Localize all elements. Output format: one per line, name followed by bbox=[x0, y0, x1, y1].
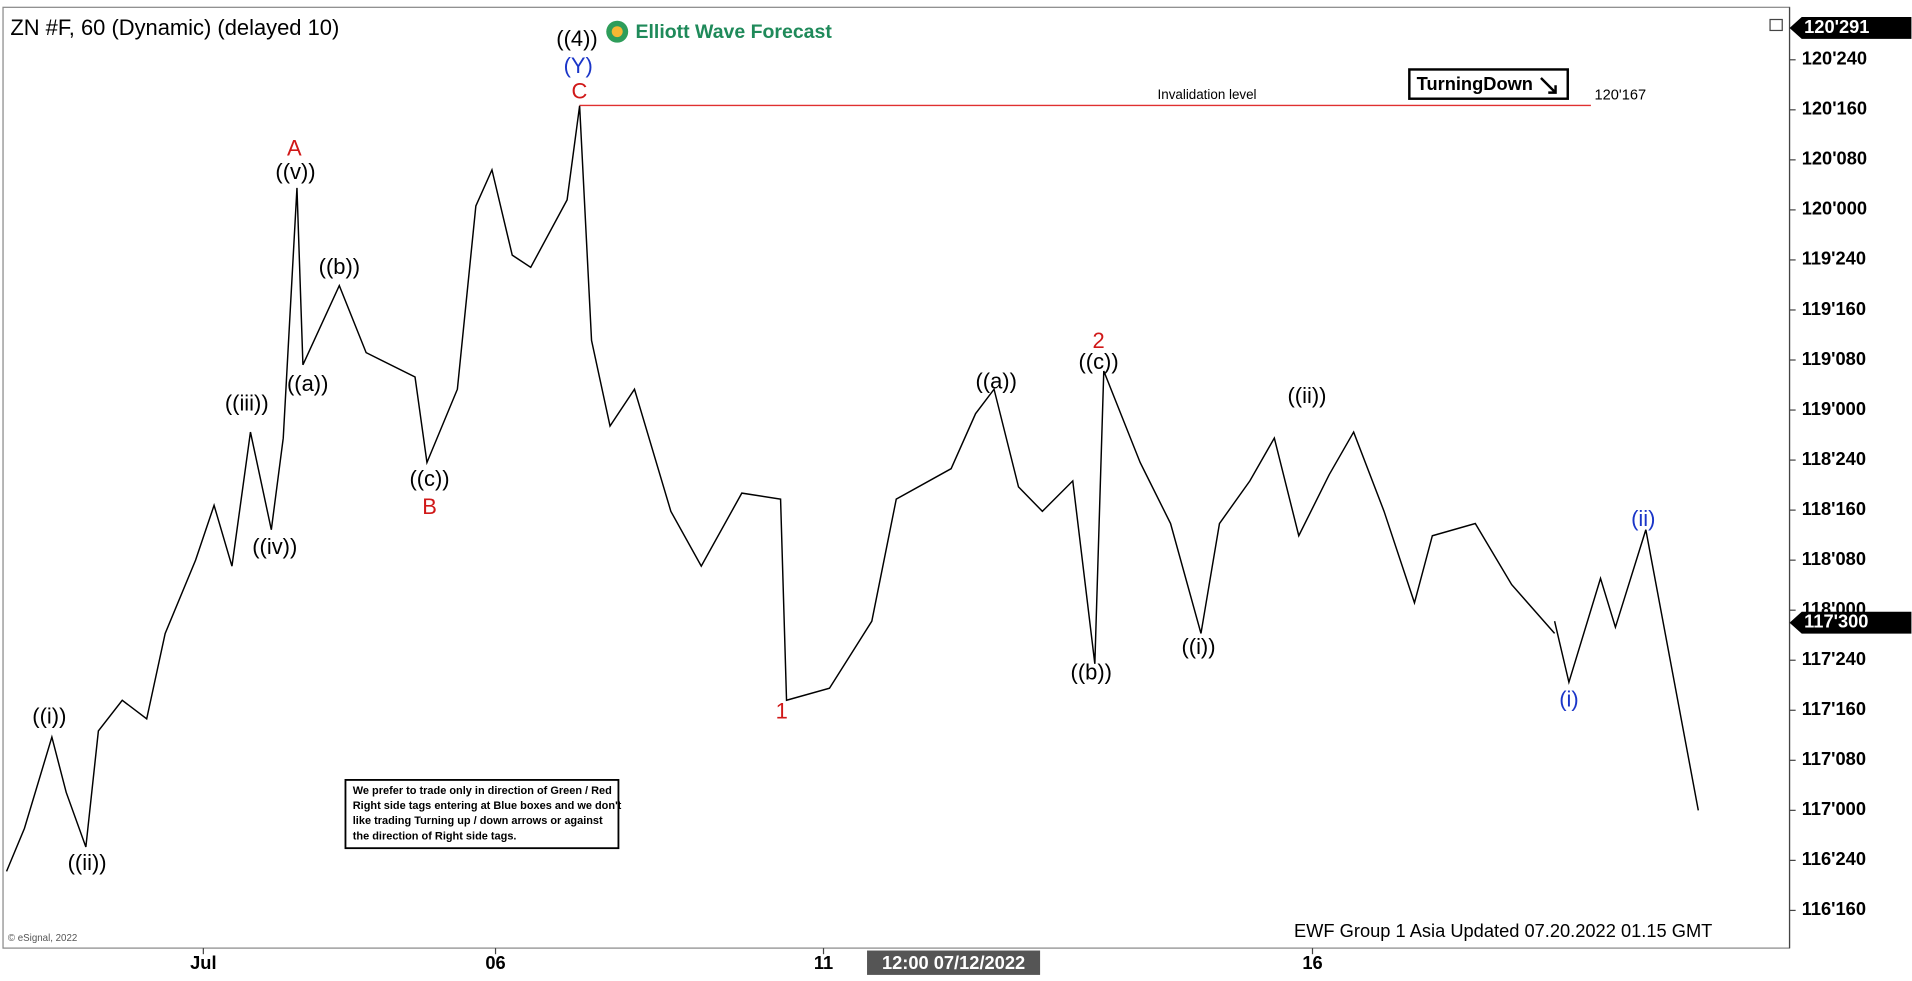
wave-label: ((4)) bbox=[556, 26, 597, 51]
crosshair-label: 12:00 07/12/2022 bbox=[882, 952, 1025, 973]
window-icon bbox=[1769, 18, 1783, 32]
logo-icon-inner bbox=[611, 26, 623, 38]
y-tick-label: 120'080 bbox=[1802, 148, 1867, 169]
wave-label: ((ii)) bbox=[68, 850, 107, 875]
y-tick-label: 120'160 bbox=[1802, 98, 1867, 119]
price-marker-label: 117'300 bbox=[1804, 611, 1868, 632]
y-tick-label: 117'000 bbox=[1802, 798, 1866, 819]
y-tick-label: 119'000 bbox=[1802, 398, 1866, 419]
y-tick-label: 117'240 bbox=[1802, 648, 1866, 669]
wave-label: ((iv)) bbox=[252, 534, 297, 559]
wave-label: ((ii)) bbox=[1287, 383, 1326, 408]
wave-label: (ii) bbox=[1631, 506, 1655, 531]
wave-label: ((i)) bbox=[1181, 634, 1215, 659]
wave-label: ((a)) bbox=[287, 371, 328, 396]
wave-label: C bbox=[572, 78, 588, 103]
y-tick-label: 120'000 bbox=[1802, 198, 1867, 219]
badge-arrow bbox=[1540, 77, 1557, 94]
invalidation-label: 120'167 bbox=[1595, 88, 1647, 104]
price-marker bbox=[1789, 16, 1912, 39]
y-tick-label: 118'080 bbox=[1802, 548, 1866, 569]
y-tick-label: 118'160 bbox=[1802, 498, 1866, 519]
invalidation-text: Invalidation level bbox=[1158, 87, 1257, 102]
logo-text: Elliott Wave Forecast bbox=[635, 21, 832, 43]
y-tick-label: 116'160 bbox=[1802, 898, 1866, 919]
y-tick-label: 117'080 bbox=[1802, 748, 1866, 769]
y-tick-label: 117'160 bbox=[1802, 698, 1866, 719]
price-marker bbox=[1789, 611, 1912, 634]
wave-label: ((iii)) bbox=[225, 390, 269, 415]
wave-label: (Y) bbox=[564, 53, 593, 78]
y-tick-label: 119'160 bbox=[1802, 298, 1866, 319]
crosshair-box bbox=[867, 950, 1041, 975]
wave-label: (i) bbox=[1559, 687, 1578, 712]
note-line: like trading Turning up / down arrows or… bbox=[353, 815, 603, 827]
price-line bbox=[1553, 529, 1700, 811]
y-tick-label: 116'240 bbox=[1802, 848, 1866, 869]
x-tick-label: 11 bbox=[814, 952, 833, 973]
symbol-title: ZN #F, 60 (Dynamic) (delayed 10) bbox=[10, 15, 339, 40]
badge-text: TurningDown bbox=[1417, 73, 1533, 94]
y-tick-label: 119'080 bbox=[1802, 348, 1866, 369]
footer: EWF Group 1 Asia Updated 07.20.2022 01.1… bbox=[1294, 920, 1712, 941]
x-tick-label: Jul bbox=[190, 952, 216, 973]
wave-label: ((v)) bbox=[275, 159, 315, 184]
y-tick-label: 118'240 bbox=[1802, 448, 1866, 469]
note-line: Right side tags entering at Blue boxes a… bbox=[353, 800, 622, 812]
badge-box bbox=[1408, 68, 1569, 100]
wave-label: B bbox=[422, 494, 437, 519]
y-tick-label: 120'240 bbox=[1802, 48, 1867, 69]
note-line: the direction of Right side tags. bbox=[353, 830, 517, 842]
wave-label: A bbox=[287, 136, 302, 161]
wave-label: ((c)) bbox=[1078, 349, 1118, 374]
wave-label: ((b)) bbox=[319, 254, 360, 279]
note-box bbox=[344, 779, 620, 850]
wave-label: ((a)) bbox=[976, 368, 1017, 393]
price-line bbox=[5, 105, 1556, 872]
price-marker-label: 120'291 bbox=[1804, 16, 1869, 37]
wave-label: ((i)) bbox=[32, 704, 66, 729]
wave-label: 1 bbox=[776, 699, 788, 724]
x-tick-label: 06 bbox=[485, 952, 505, 973]
copyright: © eSignal, 2022 bbox=[8, 933, 77, 944]
note-line: We prefer to trade only in direction of … bbox=[353, 785, 612, 797]
wave-label: ((b)) bbox=[1071, 660, 1112, 685]
x-tick-label: 16 bbox=[1302, 952, 1322, 973]
y-tick-label: 119'240 bbox=[1802, 248, 1866, 269]
wave-label: ((c)) bbox=[409, 466, 449, 491]
wave-label: 2 bbox=[1092, 328, 1104, 353]
